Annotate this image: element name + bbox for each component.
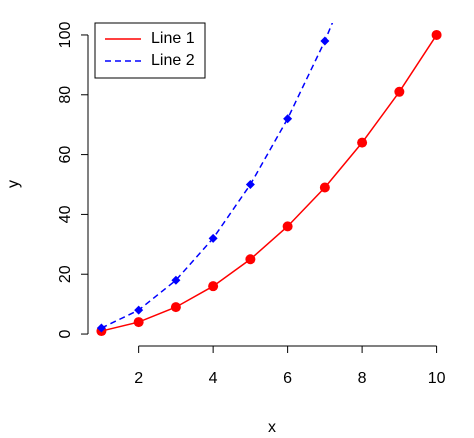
- point: [245, 254, 256, 265]
- point: [320, 36, 330, 46]
- point: [208, 233, 218, 243]
- y-tick-label: 100: [57, 22, 74, 49]
- series-line: [101, 34, 438, 332]
- point: [245, 180, 255, 189]
- y-tick-label: 0: [57, 329, 74, 338]
- point: [134, 305, 144, 315]
- series-line: [101, 23, 334, 329]
- point: [319, 182, 330, 193]
- point: [394, 86, 405, 97]
- x-tick-label: 10: [428, 370, 446, 387]
- point: [133, 317, 144, 328]
- legend-box: [94, 22, 206, 79]
- point: [357, 137, 368, 148]
- x-tick-label: 2: [134, 370, 143, 387]
- x-tick-label: 8: [358, 370, 367, 387]
- x-tick-label: 6: [283, 370, 292, 387]
- x-axis-label: x: [268, 419, 276, 436]
- point: [431, 29, 442, 40]
- point: [208, 281, 219, 292]
- legend-label: Line 1: [151, 30, 195, 47]
- y-tick-label: 80: [57, 86, 74, 104]
- point: [171, 275, 181, 285]
- x-tick-label: 4: [209, 370, 218, 387]
- y-tick-label: 40: [57, 205, 74, 223]
- y-tick-label: 20: [57, 265, 74, 283]
- point: [96, 323, 106, 333]
- plot-area: [96, 23, 442, 337]
- point: [282, 221, 293, 232]
- y-tick-label: 60: [57, 146, 74, 164]
- legend-label: Line 2: [151, 52, 195, 69]
- y-axis-label: y: [5, 180, 22, 188]
- point: [170, 302, 181, 313]
- point: [283, 114, 293, 124]
